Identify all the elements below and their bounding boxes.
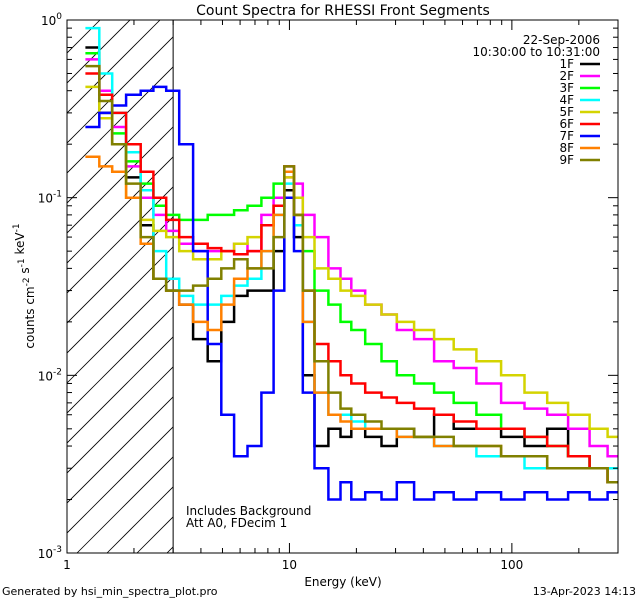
series-4F [85, 26, 618, 470]
hatch-line [76, 456, 174, 553]
x-tick-label: 1 [63, 558, 71, 572]
legend-label-4F: 4F [559, 93, 574, 107]
hatch-line [67, 156, 174, 264]
hatch-line [67, 306, 174, 414]
x-tick-label: 100 [500, 558, 523, 572]
hatch-line [377, 0, 640, 553]
hatch-line [347, 0, 640, 553]
hatch-line [67, 20, 161, 114]
y-tick-label: 10-3 [38, 545, 62, 561]
series-layer [85, 26, 618, 501]
legend-label-7F: 7F [559, 129, 574, 143]
y-tick-label: 10-1 [38, 190, 62, 206]
legend-label-5F: 5F [559, 105, 574, 119]
x-axis-label: Energy (keV) [304, 575, 381, 589]
hatch-line [467, 0, 640, 553]
legend-label-3F: 3F [559, 81, 574, 95]
y-tick-label: 10-2 [38, 367, 62, 383]
hatch-line [227, 0, 640, 553]
y-axis-label-text: counts cm-2 s-1 keV-1 [12, 223, 37, 348]
hatch-line [67, 186, 174, 294]
hatch-line [407, 0, 640, 553]
legend-label-9F: 9F [559, 153, 574, 167]
hatch-line [67, 426, 174, 534]
hatch-line [317, 0, 640, 553]
legend-header: 10:30:00 to 10:31:00 [473, 45, 600, 59]
series-7F [85, 85, 618, 501]
hatch-line [527, 0, 640, 553]
series-9F [85, 64, 618, 484]
hatch-line [437, 0, 640, 553]
legend-label-8F: 8F [559, 141, 574, 155]
hatch-line [67, 36, 174, 144]
hatch-line [67, 366, 174, 474]
below-threshold-hatch [67, 0, 640, 553]
hatch-line [67, 96, 174, 204]
annotation-background: Includes Background [186, 504, 311, 518]
plot-frame [66, 19, 619, 554]
hatch-line [587, 0, 640, 553]
series-5F [85, 85, 618, 439]
hatch-line [67, 216, 174, 324]
timestamp-footer: 13-Apr-2023 14:13 [532, 585, 636, 598]
annotation-attenuator: Att A0, FDecim 1 [186, 516, 287, 530]
legend-label-2F: 2F [559, 69, 574, 83]
chart-title: Count Spectra for RHESSI Front Segments [196, 3, 490, 19]
legend-label-6F: 6F [559, 117, 574, 131]
legend-header: 22-Sep-2006 [523, 33, 600, 47]
hatch-line [617, 0, 640, 553]
x-tick-label: 10 [282, 558, 297, 572]
generated-by-footer: Generated by hsi_min_spectra_plot.pro [2, 585, 218, 598]
hatch-line [67, 396, 174, 504]
y-tick-label: 100 [41, 12, 62, 28]
legend-label-1F: 1F [559, 57, 574, 71]
y-axis-label: counts cm-2 s-1 keV-1 [12, 223, 37, 348]
